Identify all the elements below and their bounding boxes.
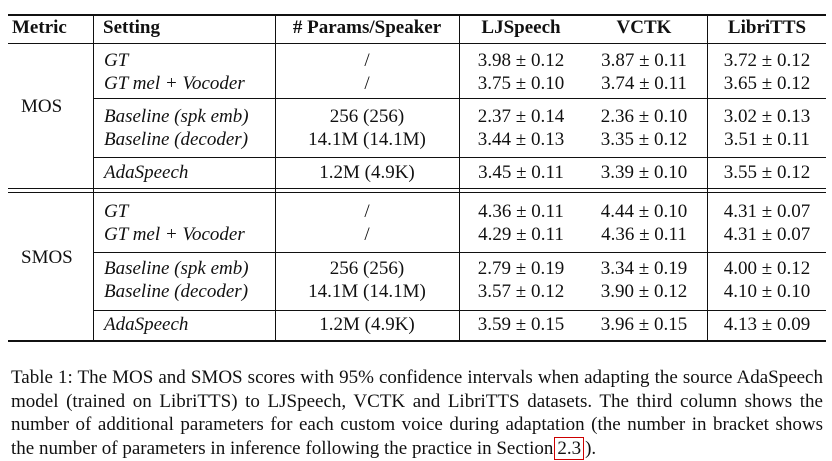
vctk-cell: 4.36 ± 0.11 <box>601 224 687 245</box>
ljspeech-cell: 3.98 ± 0.12 <box>477 50 565 71</box>
ljspeech-cell: 4.29 ± 0.11 <box>478 224 564 245</box>
setting-cell: Baseline (spk emb) <box>104 258 249 279</box>
params-cell: 1.2M (4.9K) <box>319 162 415 183</box>
header-ljspeech: LJSpeech <box>481 17 561 38</box>
params-cell: 14.1M (14.1M) <box>308 281 426 302</box>
setting-cell: Baseline (decoder) <box>104 281 249 302</box>
libritts-cell: 3.55 ± 0.12 <box>723 162 811 183</box>
setting-cell: GT mel + Vocoder <box>104 224 245 245</box>
setting-cell: GT <box>104 201 129 222</box>
ljspeech-cell: 2.79 ± 0.19 <box>477 258 565 279</box>
header-params: # Params/Speaker <box>292 17 442 38</box>
caption-tail: ). <box>585 437 597 459</box>
ljspeech-cell: 3.57 ± 0.12 <box>477 281 565 302</box>
table-caption: Table 1: The MOS and SMOS scores with 95… <box>11 366 823 460</box>
metric-label-mos: MOS <box>21 96 63 117</box>
vctk-cell: 4.44 ± 0.10 <box>600 201 688 222</box>
column-divider <box>707 16 708 340</box>
libritts-cell: 3.51 ± 0.11 <box>724 129 810 150</box>
vctk-cell: 3.90 ± 0.12 <box>600 281 688 302</box>
column-divider <box>93 16 94 340</box>
table-top-rule <box>8 14 826 16</box>
vctk-cell: 3.74 ± 0.11 <box>601 73 687 94</box>
caption-text: Table 1: The MOS and SMOS scores with 95… <box>11 367 823 459</box>
vctk-cell: 3.96 ± 0.15 <box>600 314 688 335</box>
params-cell: 256 (256) <box>329 106 405 127</box>
params-cell: 14.1M (14.1M) <box>308 129 426 150</box>
header-vctk: VCTK <box>616 17 672 38</box>
table-bottom-rule <box>8 340 826 342</box>
header-setting: Setting <box>103 17 160 38</box>
setting-cell: Baseline (spk emb) <box>104 106 249 127</box>
params-cell: 1.2M (4.9K) <box>319 314 415 335</box>
section-reference-link[interactable]: 2.3 <box>554 436 585 460</box>
column-divider <box>275 16 276 340</box>
section-double-rule-lower <box>8 192 826 193</box>
params-cell: / <box>364 201 370 222</box>
libritts-cell: 3.02 ± 0.13 <box>723 106 811 127</box>
libritts-cell: 4.31 ± 0.07 <box>723 224 811 245</box>
header-rule <box>8 43 826 44</box>
column-divider <box>459 16 460 340</box>
libritts-cell: 3.65 ± 0.12 <box>723 73 811 94</box>
libritts-cell: 4.31 ± 0.07 <box>723 201 811 222</box>
section-double-rule-upper <box>8 188 826 189</box>
libritts-cell: 4.13 ± 0.09 <box>723 314 811 335</box>
params-cell: 256 (256) <box>329 258 405 279</box>
header-libritts: LibriTTS <box>727 17 807 38</box>
ljspeech-cell: 3.44 ± 0.13 <box>477 129 565 150</box>
params-cell: / <box>364 50 370 71</box>
libritts-cell: 4.00 ± 0.12 <box>723 258 811 279</box>
ljspeech-cell: 3.45 ± 0.11 <box>478 162 564 183</box>
vctk-cell: 3.39 ± 0.10 <box>600 162 688 183</box>
setting-cell: GT <box>104 50 129 71</box>
setting-cell: AdaSpeech <box>104 162 189 183</box>
vctk-cell: 3.35 ± 0.12 <box>600 129 688 150</box>
vctk-cell: 3.87 ± 0.11 <box>601 50 687 71</box>
ljspeech-cell: 3.59 ± 0.15 <box>477 314 565 335</box>
ljspeech-cell: 2.37 ± 0.14 <box>477 106 565 127</box>
metric-label-smos: SMOS <box>21 247 73 268</box>
ljspeech-cell: 4.36 ± 0.11 <box>478 201 564 222</box>
params-cell: / <box>364 224 370 245</box>
vctk-cell: 3.34 ± 0.19 <box>600 258 688 279</box>
libritts-cell: 4.10 ± 0.10 <box>723 281 811 302</box>
setting-cell: AdaSpeech <box>104 314 189 335</box>
setting-cell: GT mel + Vocoder <box>104 73 245 94</box>
ljspeech-cell: 3.75 ± 0.10 <box>477 73 565 94</box>
header-metric: Metric <box>12 17 67 38</box>
params-cell: / <box>364 73 370 94</box>
setting-cell: Baseline (decoder) <box>104 129 249 150</box>
vctk-cell: 2.36 ± 0.10 <box>600 106 688 127</box>
libritts-cell: 3.72 ± 0.12 <box>723 50 811 71</box>
